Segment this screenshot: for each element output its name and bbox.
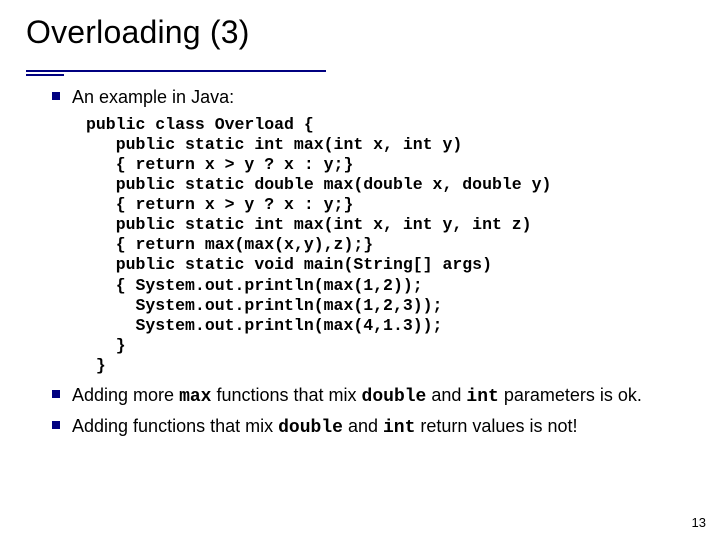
bullet-1: An example in Java: [52, 86, 692, 109]
bullet-square-icon [52, 390, 60, 398]
bullet-3-seg: and [343, 416, 383, 436]
bullet-square-icon [52, 421, 60, 429]
bullet-2-text: Adding more max functions that mix doubl… [72, 384, 642, 409]
bullet-2-seg: functions that mix [211, 385, 361, 405]
title-block: Overloading (3) [26, 14, 250, 51]
bullet-2-seg: Adding more [72, 385, 179, 405]
inline-code: double [278, 418, 343, 438]
inline-code: int [466, 387, 498, 407]
bullet-3-seg: Adding functions that mix [72, 416, 278, 436]
title-rule-short [26, 74, 64, 76]
title-rule-long [26, 70, 326, 72]
inline-code: max [179, 387, 211, 407]
bullet-3: Adding functions that mix double and int… [52, 415, 692, 440]
bullet-2-seg: parameters is ok. [499, 385, 642, 405]
bullet-1-text: An example in Java: [72, 86, 234, 109]
inline-code: double [362, 387, 427, 407]
code-block: public class Overload { public static in… [86, 115, 692, 377]
bullet-3-text: Adding functions that mix double and int… [72, 415, 577, 440]
bullet-square-icon [52, 92, 60, 100]
inline-code: int [383, 418, 415, 438]
slide-title: Overloading (3) [26, 14, 250, 51]
bullet-2: Adding more max functions that mix doubl… [52, 384, 692, 409]
slide-body: An example in Java: public class Overloa… [52, 86, 692, 445]
slide: Overloading (3) An example in Java: publ… [0, 0, 720, 540]
bullet-2-seg: and [426, 385, 466, 405]
bullet-3-seg: return values is not! [415, 416, 577, 436]
page-number: 13 [692, 515, 706, 530]
